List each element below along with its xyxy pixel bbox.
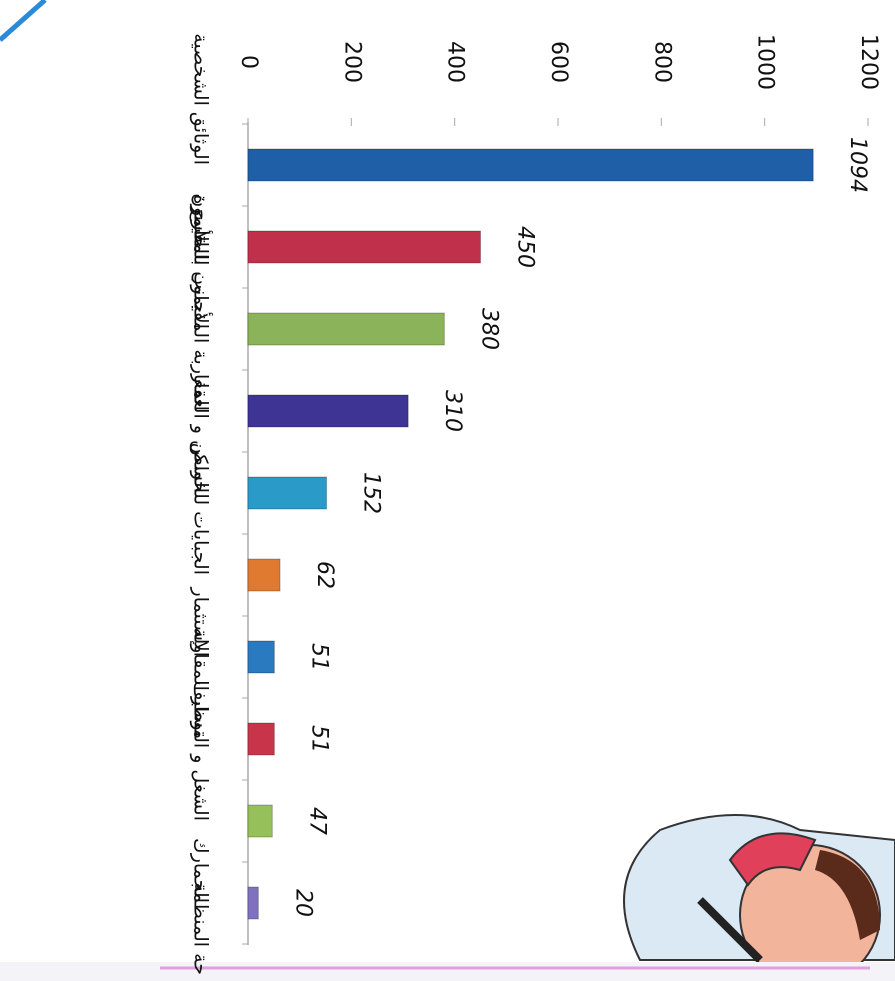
- x-tick-label: 200: [339, 41, 364, 83]
- bar: [247, 886, 259, 920]
- x-tick-label: 1000: [753, 34, 778, 90]
- y-tick-label: الجبايات للخواص: [190, 443, 212, 575]
- y-tick-label: حة المنظمة: [190, 882, 212, 975]
- y-tick-label: الأجانب المقيمون: [190, 193, 213, 329]
- value-label: 20: [290, 889, 315, 917]
- bar: [247, 558, 281, 592]
- x-tick-label: 600: [546, 41, 571, 83]
- y-tick-label: الوثائق الشخصية: [190, 33, 212, 165]
- value-label: 450: [513, 226, 538, 268]
- value-label: 1094: [845, 137, 870, 193]
- y-tick-label: السكن و العقار: [190, 373, 212, 493]
- x-tick-label: 800: [649, 41, 674, 83]
- bar: [247, 476, 328, 510]
- x-tick-label: 400: [443, 41, 468, 83]
- value-label: 51: [306, 725, 331, 753]
- y-tick-label: الإستثمار: [190, 587, 212, 657]
- value-label: 62: [312, 561, 337, 589]
- y-tick-label: الأسرة: [190, 195, 213, 247]
- bar: [247, 640, 275, 674]
- bar: [247, 394, 409, 428]
- x-tick-label: 1200: [856, 34, 881, 90]
- illustration: [623, 814, 895, 981]
- value-label: 51: [306, 643, 331, 671]
- y-tick-label: الجمارك: [190, 838, 212, 903]
- bar: [247, 312, 445, 346]
- value-label: 47: [304, 807, 329, 835]
- bar: [247, 804, 273, 838]
- corner-decoration: [0, 0, 47, 42]
- bar: [247, 722, 275, 756]
- value-label: 152: [359, 472, 384, 514]
- bar: [247, 148, 814, 182]
- bottom-strip: [0, 962, 895, 981]
- y-tick-label: مسار المقاولة: [190, 628, 212, 739]
- bar: [247, 230, 481, 264]
- value-label: 380: [476, 308, 501, 350]
- y-tick-label: المغاربة المقيمون بالخارج: [190, 209, 212, 411]
- value-label: 310: [440, 390, 465, 432]
- y-tick-label: الشغل و التوظيف: [190, 681, 212, 821]
- x-tick-label: 0: [236, 55, 261, 69]
